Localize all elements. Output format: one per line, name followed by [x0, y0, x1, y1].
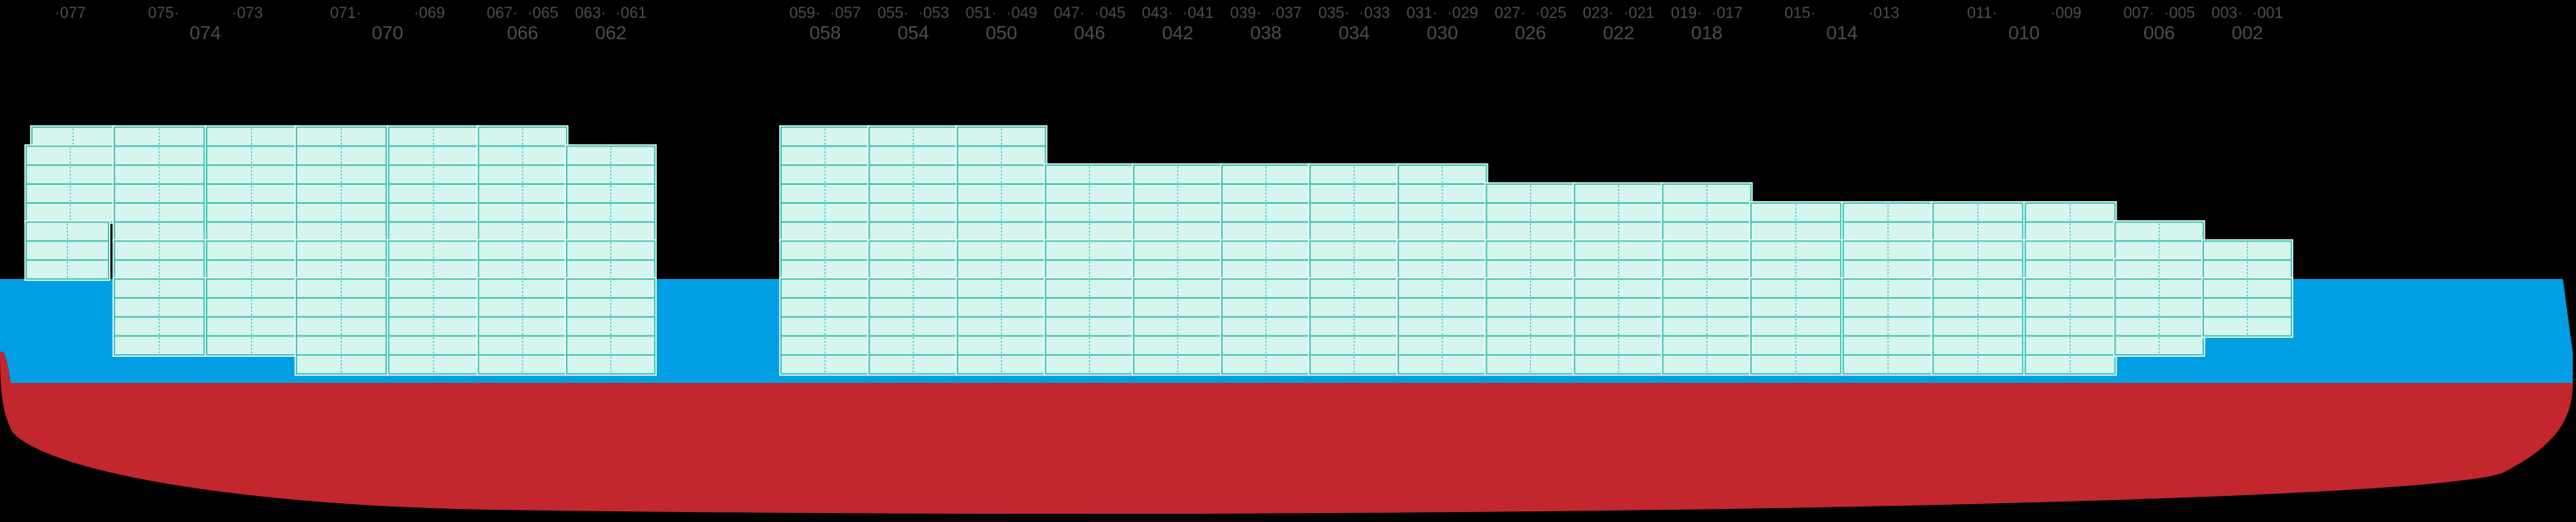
svg-text:038: 038	[1250, 22, 1281, 43]
svg-text:022: 022	[1603, 22, 1634, 43]
svg-text:·013: ·013	[1869, 5, 1900, 22]
svg-text:·069: ·069	[414, 5, 445, 22]
svg-text:027·: 027·	[1495, 5, 1526, 22]
svg-text:035·: 035·	[1318, 5, 1349, 22]
svg-text:·001: ·001	[2252, 5, 2283, 22]
svg-text:006: 006	[2143, 22, 2174, 43]
svg-text:066: 066	[507, 22, 538, 43]
svg-text:·045: ·045	[1094, 5, 1125, 22]
svg-text:031·: 031·	[1407, 5, 1438, 22]
svg-text:075·: 075·	[148, 5, 179, 22]
svg-text:·005: ·005	[2164, 5, 2195, 22]
svg-text:070: 070	[372, 22, 403, 43]
svg-text:·025: ·025	[1535, 5, 1566, 22]
svg-text:071·: 071·	[330, 5, 361, 22]
svg-text:055·: 055·	[877, 5, 909, 22]
svg-text:·077: ·077	[55, 5, 86, 22]
svg-text:051·: 051·	[966, 5, 997, 22]
svg-text:042: 042	[1162, 22, 1193, 43]
svg-text:·041: ·041	[1183, 5, 1214, 22]
svg-text:046: 046	[1074, 22, 1105, 43]
svg-text:062: 062	[595, 22, 626, 43]
svg-text:019·: 019·	[1671, 5, 1702, 22]
svg-text:050: 050	[985, 22, 1016, 43]
svg-text:059·: 059·	[789, 5, 820, 22]
svg-text:011·: 011·	[1967, 5, 1997, 22]
svg-text:·017: ·017	[1712, 5, 1743, 22]
svg-text:018: 018	[1691, 22, 1722, 43]
svg-text:010: 010	[2008, 22, 2040, 43]
svg-text:074: 074	[190, 22, 222, 43]
svg-text:014: 014	[1826, 22, 1858, 43]
svg-text:·049: ·049	[1006, 5, 1037, 22]
svg-text:·061: ·061	[616, 5, 647, 22]
svg-text:·057: ·057	[830, 5, 861, 22]
svg-text:058: 058	[810, 22, 841, 43]
svg-text:·073: ·073	[231, 5, 263, 22]
svg-text:007·: 007·	[2123, 5, 2154, 22]
svg-text:·065: ·065	[527, 5, 559, 22]
svg-text:054: 054	[898, 22, 930, 43]
svg-text:067·: 067·	[487, 5, 518, 22]
svg-text:039·: 039·	[1230, 5, 1261, 22]
svg-text:043·: 043·	[1142, 5, 1173, 22]
svg-text:·021: ·021	[1623, 5, 1654, 22]
svg-text:002: 002	[2232, 22, 2263, 43]
svg-text:003·: 003·	[2211, 5, 2242, 22]
svg-text:·029: ·029	[1447, 5, 1478, 22]
svg-text:·009: ·009	[2050, 5, 2081, 22]
svg-text:015·: 015·	[1784, 5, 1815, 22]
svg-text:·037: ·037	[1271, 5, 1302, 22]
svg-text:034: 034	[1339, 22, 1371, 43]
svg-text:·033: ·033	[1359, 5, 1390, 22]
svg-text:·053: ·053	[918, 5, 949, 22]
svg-text:047·: 047·	[1054, 5, 1085, 22]
svg-text:023·: 023·	[1582, 5, 1613, 22]
svg-text:026: 026	[1515, 22, 1546, 43]
svg-text:063·: 063·	[575, 5, 606, 22]
svg-text:030: 030	[1427, 22, 1458, 43]
